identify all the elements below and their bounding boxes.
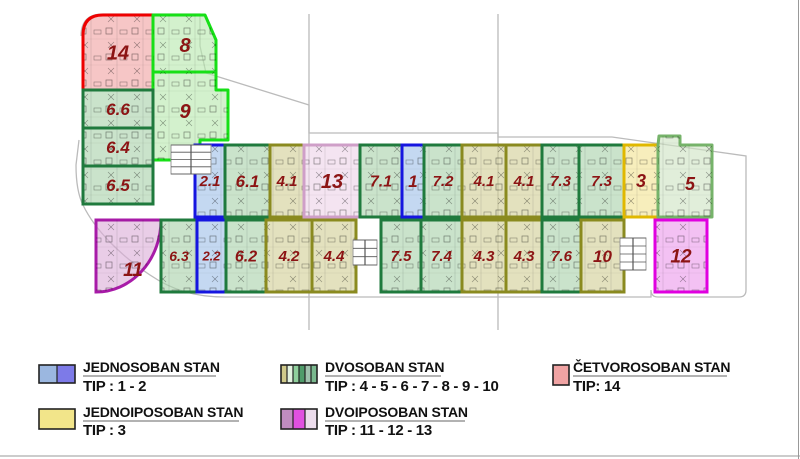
svg-text:10: 10 [593, 247, 612, 266]
svg-text:6.3: 6.3 [169, 248, 189, 264]
svg-text:TIP : 11 - 12 - 13: TIP : 11 - 12 - 13 [325, 422, 432, 439]
svg-text:7.5: 7.5 [391, 248, 413, 265]
svg-text:7.4: 7.4 [431, 248, 453, 265]
svg-text:6.6: 6.6 [106, 100, 130, 119]
svg-text:9: 9 [179, 101, 191, 123]
svg-text:DVOIPOSOBAN STAN: DVOIPOSOBAN STAN [325, 404, 468, 420]
svg-text:13: 13 [321, 171, 343, 193]
svg-text:6.4: 6.4 [106, 138, 130, 157]
svg-text:2.1: 2.1 [199, 173, 221, 190]
svg-text:TIP : 1 - 2: TIP : 1 - 2 [83, 378, 146, 395]
svg-text:7.2: 7.2 [433, 173, 455, 190]
svg-text:TIP : 4 - 5 - 6 - 7 - 8 - 9 -: TIP : 4 - 5 - 6 - 7 - 8 - 9 - 10 [325, 378, 499, 395]
svg-text:JEDNOIPOSOBAN STAN: JEDNOIPOSOBAN STAN [83, 404, 243, 420]
svg-text:12: 12 [670, 247, 692, 268]
svg-text:4.1: 4.1 [513, 173, 535, 190]
svg-text:4.3: 4.3 [513, 248, 536, 265]
svg-text:7.6: 7.6 [551, 248, 573, 265]
svg-text:11: 11 [123, 260, 143, 281]
svg-text:5: 5 [685, 174, 696, 194]
svg-text:7.3: 7.3 [550, 173, 572, 190]
svg-text:ČETVOROSOBAN STAN: ČETVOROSOBAN STAN [573, 358, 730, 375]
svg-text:3: 3 [636, 171, 646, 191]
svg-text:4.3: 4.3 [473, 248, 496, 265]
svg-text:DVOSOBAN STAN: DVOSOBAN STAN [325, 359, 444, 375]
svg-text:6.2: 6.2 [235, 248, 257, 265]
svg-text:7.1: 7.1 [370, 173, 392, 190]
svg-text:1: 1 [408, 172, 417, 191]
svg-text:JEDNOSOBAN STAN: JEDNOSOBAN STAN [83, 359, 220, 375]
svg-text:4.1: 4.1 [473, 173, 495, 190]
svg-text:4.2: 4.2 [278, 248, 301, 265]
svg-text:4.4: 4.4 [323, 248, 346, 265]
svg-text:2.2: 2.2 [201, 248, 221, 263]
svg-text:6.5: 6.5 [106, 176, 130, 195]
svg-text:TIP : 3: TIP : 3 [83, 422, 126, 439]
svg-text:6.1: 6.1 [236, 172, 260, 191]
svg-text:14: 14 [107, 42, 129, 64]
svg-text:7.3: 7.3 [591, 173, 613, 190]
svg-text:TIP: 14: TIP: 14 [573, 378, 621, 395]
svg-text:4.1: 4.1 [276, 173, 298, 190]
svg-text:8: 8 [179, 35, 191, 57]
